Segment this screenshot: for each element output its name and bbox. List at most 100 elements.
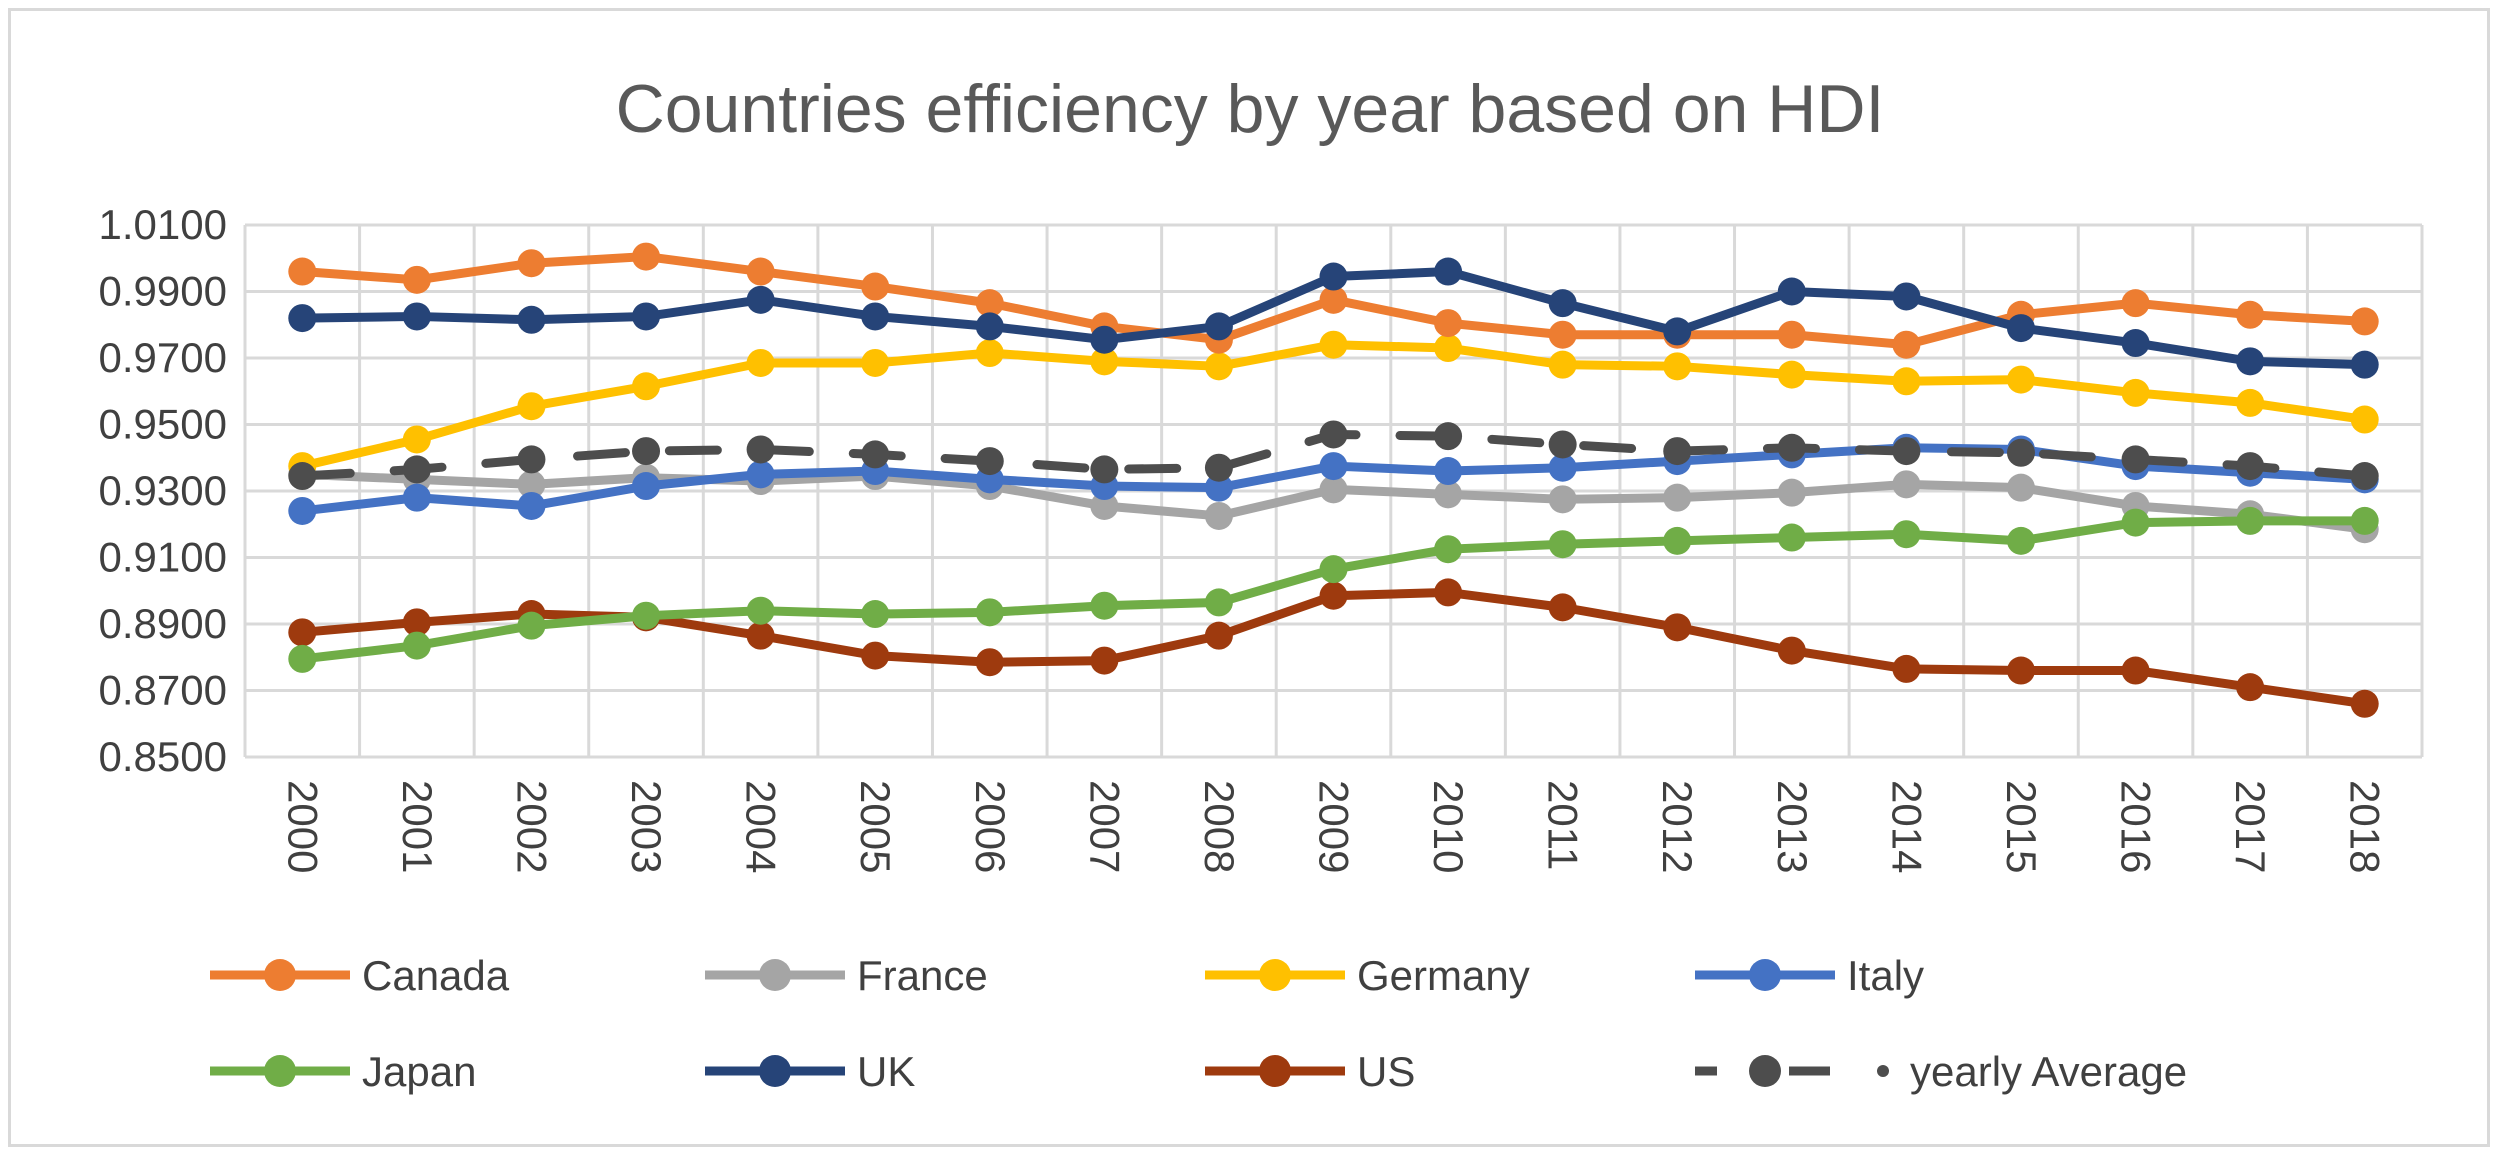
data-point bbox=[632, 472, 661, 501]
data-point bbox=[2006, 365, 2035, 394]
x-tick-label: 2000 bbox=[279, 780, 326, 873]
data-point bbox=[975, 289, 1004, 318]
data-point bbox=[1777, 523, 1806, 552]
data-point bbox=[861, 272, 890, 301]
data-point bbox=[1892, 520, 1921, 549]
data-point bbox=[517, 305, 546, 334]
data-point bbox=[2121, 289, 2150, 318]
data-point bbox=[1319, 330, 1348, 359]
legend-label: UK bbox=[857, 1048, 915, 1095]
data-point bbox=[1548, 320, 1577, 349]
data-point bbox=[1892, 330, 1921, 359]
data-point bbox=[1090, 646, 1119, 675]
data-point bbox=[1090, 591, 1119, 620]
x-tick-label: 2013 bbox=[1769, 780, 1816, 873]
legend-item: Germany bbox=[1205, 952, 1530, 999]
data-point bbox=[1434, 480, 1463, 509]
data-point bbox=[1663, 483, 1692, 512]
data-point bbox=[517, 491, 546, 520]
legend-label: Germany bbox=[1357, 952, 1530, 999]
data-point bbox=[1892, 654, 1921, 683]
legend-label: Japan bbox=[362, 1048, 476, 1095]
data-point bbox=[402, 425, 431, 454]
data-point bbox=[1204, 453, 1233, 482]
series-us bbox=[288, 578, 2379, 718]
data-point bbox=[632, 601, 661, 630]
data-point bbox=[632, 302, 661, 331]
data-point bbox=[1090, 455, 1119, 484]
y-tick-label: 0.8500 bbox=[99, 733, 227, 780]
data-point bbox=[861, 302, 890, 331]
data-point bbox=[402, 302, 431, 331]
legend-item: UK bbox=[705, 1048, 915, 1095]
data-point bbox=[517, 392, 546, 421]
data-point bbox=[1204, 621, 1233, 650]
legend-label: US bbox=[1357, 1048, 1415, 1095]
data-point bbox=[2006, 473, 2035, 502]
data-point bbox=[1548, 289, 1577, 318]
data-point bbox=[2236, 347, 2265, 376]
legend-marker bbox=[1259, 1055, 1291, 1087]
data-point bbox=[1090, 347, 1119, 376]
legend-item: Japan bbox=[210, 1048, 476, 1095]
data-point bbox=[2236, 673, 2265, 702]
y-tick-label: 0.8900 bbox=[99, 600, 227, 647]
data-point bbox=[1434, 257, 1463, 286]
data-point bbox=[1663, 317, 1692, 346]
data-point bbox=[402, 608, 431, 637]
data-point bbox=[1434, 334, 1463, 363]
data-point bbox=[2236, 388, 2265, 417]
data-point bbox=[1434, 578, 1463, 607]
data-point bbox=[861, 641, 890, 670]
legend-label: Italy bbox=[1847, 952, 1924, 999]
data-point bbox=[288, 257, 317, 286]
data-point bbox=[2236, 506, 2265, 535]
data-point bbox=[1548, 350, 1577, 379]
legend-marker bbox=[759, 959, 791, 991]
data-point bbox=[1204, 473, 1233, 502]
data-point bbox=[288, 618, 317, 647]
data-point bbox=[2006, 314, 2035, 343]
data-point bbox=[1777, 636, 1806, 665]
series-japan bbox=[288, 506, 2379, 673]
chart-title: Countries efficiency by year based on HD… bbox=[616, 71, 1885, 147]
data-point bbox=[1777, 478, 1806, 507]
legend-label: yearly Average bbox=[1910, 1048, 2187, 1095]
data-point bbox=[517, 611, 546, 640]
legend-marker bbox=[1749, 1055, 1781, 1087]
data-point bbox=[2350, 350, 2379, 379]
x-tick-label: 2017 bbox=[2227, 780, 2274, 873]
data-point bbox=[2236, 452, 2265, 481]
data-point bbox=[288, 644, 317, 673]
y-axis-ticks: 1.0100 0.9900 0.9700 0.9500 0.9300 0.9100 0.89… bbox=[99, 201, 227, 780]
legend-label: Canada bbox=[362, 952, 510, 999]
data-point bbox=[1090, 491, 1119, 520]
legend-marker bbox=[759, 1055, 791, 1087]
data-point bbox=[632, 242, 661, 271]
x-tick-label: 2002 bbox=[508, 780, 555, 873]
data-point bbox=[1663, 437, 1692, 466]
y-tick-label: 0.8700 bbox=[99, 667, 227, 714]
legend-item: US bbox=[1205, 1048, 1415, 1095]
y-tick-label: 0.9100 bbox=[99, 534, 227, 581]
data-point bbox=[402, 483, 431, 512]
legend-marker bbox=[264, 959, 296, 991]
data-point bbox=[517, 470, 546, 499]
data-point bbox=[1663, 613, 1692, 642]
data-point bbox=[1548, 453, 1577, 482]
x-tick-label: 2012 bbox=[1654, 780, 1701, 873]
data-point bbox=[2121, 445, 2150, 474]
chart-frame bbox=[8, 8, 2490, 1147]
data-point bbox=[746, 257, 775, 286]
legend-label: France bbox=[857, 952, 988, 999]
data-point bbox=[2006, 438, 2035, 467]
data-point bbox=[975, 312, 1004, 341]
data-point bbox=[1777, 360, 1806, 389]
data-point bbox=[1204, 312, 1233, 341]
data-point bbox=[402, 631, 431, 660]
legend-item: Canada bbox=[210, 952, 510, 999]
data-point bbox=[746, 285, 775, 314]
data-point bbox=[517, 445, 546, 474]
